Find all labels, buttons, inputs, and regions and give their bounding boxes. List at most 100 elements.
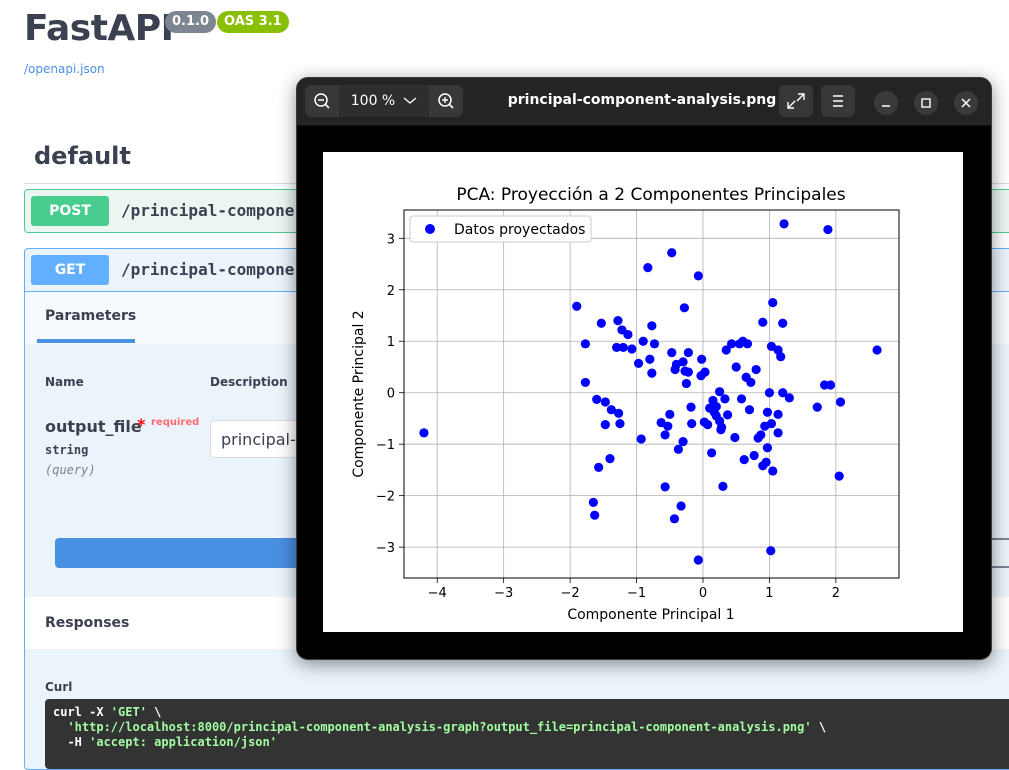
x-tick-label: 0 [699,586,707,601]
x-tick-label: −4 [428,586,447,601]
param-name: output_file [45,417,142,436]
pca-scatter-chart: PCA: Proyección a 2 Componentes Principa… [351,185,900,623]
viewer-file-title: principal-component-analysis.png [507,92,777,108]
zoom-out-button[interactable] [305,85,339,117]
operation-path-post: /principal-componer [121,201,305,220]
data-point [638,336,648,346]
curl-url: 'http://localhost:8000/principal-compone… [67,720,812,734]
openapi-link[interactable]: /openapi.json [24,62,105,76]
data-point [744,405,755,415]
chart-legend: Datos proyectados [409,215,592,243]
viewer-headerbar: 100 % principal-component-analysis.png [297,78,991,126]
chart-points [419,219,882,565]
y-tick-label: 1 [387,335,395,350]
data-point [673,444,684,454]
execute-button[interactable] [55,538,325,568]
data-point [715,387,725,397]
minimize-icon [882,105,890,107]
x-tick-label: 1 [765,586,773,601]
data-point [596,318,606,328]
zoom-in-button[interactable] [429,85,463,117]
method-badge-post: POST [31,196,109,226]
version-badge: 0.1.0 [165,11,217,33]
curl-title: Curl [45,680,73,694]
data-point [778,318,788,328]
y-tick-label: 0 [387,387,395,402]
data-point [749,450,759,461]
chart-ticks: −4 −3 −2 −1 0 1 2 −3 −2 −1 0 1 2 3 [376,232,840,601]
data-point [606,405,616,415]
data-point [580,377,590,388]
data-point [633,358,644,368]
legend-box [409,215,592,243]
data-point [762,407,773,417]
close-button[interactable] [954,91,978,115]
data-point [779,219,789,229]
data-point [716,422,727,432]
y-tick-label: 3 [387,232,395,247]
tab-parameters[interactable]: Parameters [45,308,137,324]
data-point [762,443,773,453]
data-point [812,402,822,412]
data-point [731,362,741,372]
fullscreen-button[interactable] [779,85,813,117]
data-point [594,462,604,472]
data-point [647,368,657,378]
curl-continuation-1: \ [146,705,162,719]
data-point [643,263,653,273]
data-point [700,367,710,377]
data-point [768,466,778,476]
data-point [592,394,602,405]
data-point [613,316,623,326]
data-point [600,397,610,407]
data-point [667,347,677,358]
data-point [751,364,761,375]
data-point [686,402,696,412]
zoom-level-dropdown[interactable]: 100 % [339,85,429,117]
curl-header-flag: -H [53,735,90,749]
data-point [663,421,673,431]
data-point [784,393,794,403]
data-point [764,388,775,398]
curl-code-block[interactable]: curl -X 'GET' \ 'http://localhost:8000/p… [45,699,1009,769]
data-point [645,354,655,364]
curl-method: 'GET' [110,705,147,719]
curl-continuation-2: \ [811,720,827,734]
data-point [612,342,622,353]
x-tick-label: 2 [832,586,840,601]
method-badge-get[interactable]: GET [31,255,109,285]
maximize-button[interactable] [914,91,938,115]
data-point [773,409,783,419]
column-header-name: Name [45,375,84,389]
minimize-button[interactable] [874,91,898,115]
data-point [683,347,693,358]
data-point [623,329,633,340]
data-point [590,510,600,520]
clear-button-edge [985,538,1009,540]
data-point [693,555,703,565]
data-point [697,354,707,364]
data-point [600,420,610,430]
curl-cmd: curl -X [53,705,111,719]
tag-title[interactable]: default [34,142,131,170]
data-point [660,482,670,492]
zoom-in-icon [438,93,454,109]
data-point [746,377,756,388]
main-menu-button[interactable] [821,85,855,117]
y-tick-label: −3 [376,541,395,556]
data-point [681,378,691,389]
data-point [614,408,624,418]
param-location: (query) [45,463,96,477]
x-tick-label: −1 [627,586,646,601]
data-point [693,271,703,281]
data-point [825,380,836,390]
oas-badge: OAS 3.1 [217,11,289,33]
data-point [649,339,660,349]
data-point [669,514,680,524]
required-star: * [137,415,146,434]
y-axis-label: Componente Principal 2 [351,310,367,477]
data-point [730,432,740,443]
x-tick-label: −2 [561,586,580,601]
tab-active-indicator [37,339,135,343]
operation-path-get[interactable]: /principal-componer [121,260,305,279]
